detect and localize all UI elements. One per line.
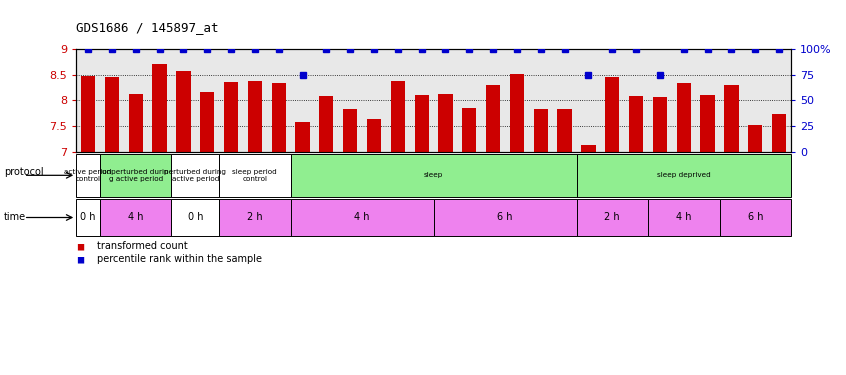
Bar bbox=[172, 199, 219, 236]
Bar bbox=[367, 119, 382, 152]
Text: active period
control: active period control bbox=[64, 169, 112, 182]
Bar bbox=[152, 64, 167, 152]
Bar bbox=[200, 92, 214, 152]
Bar bbox=[295, 123, 310, 152]
Bar bbox=[391, 81, 405, 152]
Bar bbox=[219, 199, 291, 236]
Bar bbox=[438, 94, 453, 152]
Text: sleep deprived: sleep deprived bbox=[656, 172, 711, 178]
Text: sleep period
control: sleep period control bbox=[233, 169, 277, 182]
Text: time: time bbox=[4, 213, 26, 222]
Bar bbox=[629, 96, 643, 152]
Bar bbox=[100, 154, 172, 197]
Text: 6 h: 6 h bbox=[748, 213, 763, 222]
Bar bbox=[510, 74, 525, 152]
Bar bbox=[648, 199, 719, 236]
Text: 6 h: 6 h bbox=[497, 213, 513, 222]
Bar bbox=[248, 81, 262, 152]
Text: 0 h: 0 h bbox=[188, 213, 203, 222]
Bar bbox=[577, 199, 648, 236]
Bar bbox=[433, 199, 577, 236]
Bar bbox=[677, 83, 691, 152]
Bar bbox=[219, 154, 291, 197]
Bar bbox=[319, 96, 333, 152]
Text: GDS1686 / 145897_at: GDS1686 / 145897_at bbox=[76, 21, 218, 34]
Text: 4 h: 4 h bbox=[128, 213, 144, 222]
Bar bbox=[462, 108, 476, 152]
Text: unperturbed durin
g active period: unperturbed durin g active period bbox=[102, 169, 169, 182]
Bar bbox=[724, 85, 739, 152]
Text: ◼: ◼ bbox=[76, 241, 85, 251]
Bar bbox=[653, 97, 667, 152]
Text: perturbed during
active period: perturbed during active period bbox=[164, 169, 226, 182]
Text: transformed count: transformed count bbox=[97, 241, 188, 251]
Bar bbox=[558, 109, 572, 152]
Bar bbox=[224, 82, 239, 152]
Bar bbox=[486, 85, 500, 152]
Bar bbox=[700, 95, 715, 152]
Bar bbox=[772, 114, 786, 152]
Text: 4 h: 4 h bbox=[676, 213, 691, 222]
Bar bbox=[748, 125, 762, 152]
Bar bbox=[100, 199, 172, 236]
Bar bbox=[76, 199, 100, 236]
Bar bbox=[291, 154, 577, 197]
Bar bbox=[719, 199, 791, 236]
Bar bbox=[81, 76, 96, 152]
Bar bbox=[291, 199, 433, 236]
Bar bbox=[76, 154, 100, 197]
Bar bbox=[129, 94, 143, 152]
Bar bbox=[415, 95, 429, 152]
Bar bbox=[581, 145, 596, 152]
Text: 2 h: 2 h bbox=[605, 213, 620, 222]
Text: ◼: ◼ bbox=[76, 254, 85, 264]
Bar bbox=[176, 71, 190, 152]
Bar bbox=[605, 77, 619, 152]
Text: 0 h: 0 h bbox=[80, 213, 96, 222]
Bar bbox=[172, 154, 219, 197]
Text: percentile rank within the sample: percentile rank within the sample bbox=[97, 254, 262, 264]
Text: protocol: protocol bbox=[4, 166, 44, 177]
Bar bbox=[534, 109, 548, 152]
Bar bbox=[577, 154, 791, 197]
Text: 4 h: 4 h bbox=[354, 213, 370, 222]
Text: sleep: sleep bbox=[424, 172, 443, 178]
Bar bbox=[105, 76, 119, 152]
Bar bbox=[343, 109, 357, 152]
Text: 2 h: 2 h bbox=[247, 213, 262, 222]
Bar bbox=[272, 83, 286, 152]
